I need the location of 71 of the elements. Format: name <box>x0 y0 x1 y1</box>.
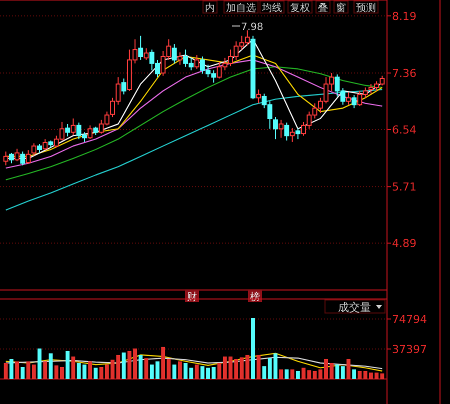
candlestick <box>70 118 76 136</box>
candlestick <box>42 138 48 151</box>
line-series <box>5 356 383 370</box>
bar <box>262 366 266 379</box>
bar <box>161 346 166 379</box>
bar <box>66 350 70 379</box>
bar <box>178 361 182 379</box>
bar <box>352 369 356 379</box>
candlestick <box>65 123 70 137</box>
bar <box>256 354 261 379</box>
candlestick <box>3 151 8 166</box>
bar <box>279 369 284 379</box>
y-tick-label: 5.71 <box>392 180 416 194</box>
annotation: 窗 <box>336 2 346 14</box>
bar <box>43 361 48 379</box>
candlestick <box>194 54 200 70</box>
candlestick <box>290 128 295 142</box>
bar <box>20 366 25 379</box>
candlestick <box>295 128 300 140</box>
annotation: 预测 <box>356 2 376 14</box>
bar <box>94 368 98 379</box>
candlestick <box>352 94 357 109</box>
candlestick <box>346 92 351 106</box>
annotation: 7.98 <box>241 22 264 33</box>
y-tick-label: 8.19 <box>392 10 416 23</box>
bar <box>4 362 8 379</box>
candlestick <box>144 48 149 60</box>
y-tick-label: 74794 <box>392 312 427 326</box>
bar <box>144 358 148 379</box>
candlestick <box>284 122 290 142</box>
candlestick <box>20 151 26 166</box>
bar <box>32 364 36 379</box>
bar <box>284 369 289 379</box>
bar <box>251 318 255 379</box>
bar <box>290 369 294 379</box>
bar <box>15 361 20 379</box>
y-tick-label: 37397 <box>392 342 427 356</box>
candlestick <box>26 150 31 164</box>
chart-title: 成交量 <box>338 301 371 314</box>
candlestick <box>14 148 20 162</box>
bar <box>296 370 300 379</box>
annotation: 叠 <box>318 3 328 14</box>
bar <box>88 361 92 379</box>
candlestick <box>177 52 182 66</box>
y-tick-label: 7.36 <box>392 67 416 80</box>
candlestick <box>138 35 144 60</box>
candlestick <box>31 142 36 156</box>
bar <box>38 348 42 379</box>
candlestick <box>88 124 93 140</box>
annotation: 加自选 <box>226 2 256 14</box>
bar <box>9 358 14 379</box>
bar <box>172 364 176 379</box>
annotation: 均线 <box>261 2 282 14</box>
annotation: 内 <box>205 2 215 14</box>
candlestick <box>172 44 177 64</box>
bar <box>245 354 250 379</box>
candlestick <box>272 116 278 140</box>
candlestick <box>8 152 14 164</box>
line-series <box>5 352 383 372</box>
bar <box>346 358 350 379</box>
candlestick <box>278 119 284 138</box>
line-series <box>5 88 383 211</box>
annotation: 复权 <box>290 2 310 14</box>
y-tick-label: 4.89 <box>392 237 416 250</box>
y-tick-label: 6.54 <box>392 124 416 136</box>
candlestick <box>256 89 262 104</box>
bar <box>340 366 345 379</box>
line-series <box>5 66 383 180</box>
bar <box>138 354 143 379</box>
candlestick <box>121 78 126 95</box>
bar <box>194 364 199 379</box>
